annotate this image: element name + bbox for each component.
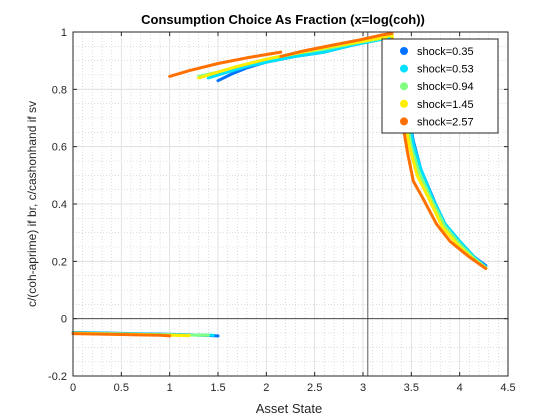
y-axis-ticks: -0.2 0 0.2 0.4 0.6 0.8 1 — [48, 27, 508, 383]
x-tick-label: 1 — [167, 382, 173, 394]
legend-label: shock=0.35 — [417, 46, 474, 58]
y-tick-label: 1 — [61, 27, 67, 39]
chart-title: Consumption Choice As Fraction (x=log(co… — [141, 12, 425, 27]
series-line — [168, 50, 283, 78]
legend-marker — [400, 47, 408, 55]
y-tick-label: 0 — [61, 314, 67, 326]
legend-marker — [400, 99, 408, 108]
legend-marker — [400, 117, 408, 126]
x-tick-label: 4.5 — [500, 382, 515, 394]
x-tick-label: 3 — [360, 382, 366, 394]
legend-marker — [400, 64, 408, 73]
y-tick-label: 0.6 — [52, 142, 67, 154]
y-tick-label: 0.8 — [52, 84, 67, 96]
y-tick-label: 0.4 — [52, 199, 67, 211]
x-tick-label: 2 — [263, 382, 269, 394]
legend: shock=0.35 shock=0.53 shock=0.94 shock=1.45… — [381, 38, 499, 134]
x-tick-label: 0.5 — [114, 382, 129, 394]
legend-label: shock=2.57 — [417, 116, 474, 128]
legend-label: shock=1.45 — [417, 99, 474, 111]
y-tick-label: 0.2 — [52, 256, 67, 268]
legend-label: shock=0.53 — [417, 64, 474, 76]
x-tick-label: 0 — [70, 382, 76, 394]
reference-lines — [73, 32, 508, 376]
x-axis-label: Asset State — [256, 401, 322, 416]
x-tick-label: 3.5 — [404, 382, 419, 394]
y-tick-label: -0.2 — [48, 371, 67, 383]
x-tick-label: 4 — [457, 382, 463, 394]
series-line — [279, 31, 394, 58]
x-axis-ticks: 0 0.5 1 1.5 2 2.5 3 3.5 4 4.5 — [70, 32, 516, 394]
legend-label: shock=0.94 — [417, 81, 474, 93]
legend-marker — [400, 82, 408, 91]
series-line — [71, 332, 172, 338]
x-tick-label: 1.5 — [210, 382, 225, 394]
x-tick-label: 2.5 — [307, 382, 322, 394]
y-axis-label: c/(coh-aprime) if br, c/cashonhand if sv — [25, 101, 39, 307]
